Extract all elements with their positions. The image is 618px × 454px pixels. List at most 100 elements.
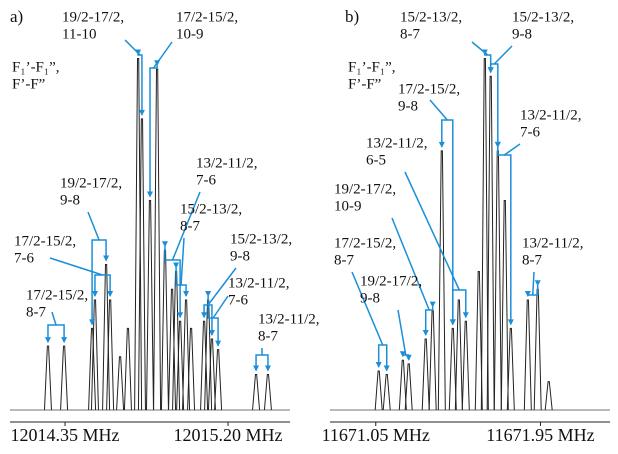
spectral-peak (123, 327, 132, 411)
pointer-line (471, 41, 489, 56)
arrowhead (438, 141, 445, 148)
assignment-bracket (94, 274, 111, 296)
spectral-peak (214, 349, 223, 411)
spectral-peak (493, 150, 502, 411)
quantum-label-key: F₁’-F₁”, (12, 60, 60, 76)
spectral-peak (448, 327, 457, 411)
spectral-peak (182, 299, 191, 411)
transition-label: 17/2-15/2, (176, 10, 238, 26)
arrowhead (487, 67, 494, 74)
quantum-label-key: F’-F” (348, 77, 381, 93)
spectral-peak (106, 299, 115, 411)
transition-label: 7-6 (196, 173, 216, 189)
spectral-peak (207, 338, 216, 411)
pointer-line (397, 309, 407, 356)
arrowhead (507, 319, 514, 326)
spectral-peak (60, 345, 69, 411)
arrowhead (383, 365, 390, 372)
spectral-peak (404, 363, 413, 411)
transition-label: 8-7 (180, 219, 200, 235)
transition-label: 10-9 (334, 199, 362, 215)
transition-label: 7-6 (520, 125, 540, 141)
assignment-bracket (47, 324, 65, 343)
transition-label: 15/2-13/2, (230, 232, 292, 248)
arrowhead (375, 361, 382, 368)
spectral-peak (252, 374, 261, 411)
arrowhead (253, 365, 260, 372)
spectral-peak (90, 299, 99, 411)
panel-title: b) (345, 7, 359, 26)
transition-label: 8-7 (26, 305, 46, 321)
arrowhead (462, 312, 469, 319)
arrowhead (147, 191, 153, 198)
spectral-peak (428, 310, 437, 411)
arrowhead (61, 337, 68, 344)
spectral-peak (43, 345, 52, 411)
transition-label: 9-8 (60, 193, 80, 209)
arrowhead (107, 290, 114, 297)
quantum-label-key: F’-F” (12, 77, 45, 93)
spectral-peak (474, 271, 483, 411)
spectral-peak (461, 320, 470, 411)
assignment-bracket (377, 344, 388, 371)
spectral-peak (454, 299, 463, 411)
spectral-peak (500, 200, 509, 411)
pointer-line (493, 45, 513, 65)
pointer-line (171, 191, 201, 261)
spectral-peak (523, 299, 532, 411)
transition-label: 17/2-15/2, (398, 82, 460, 98)
arrowhead (215, 340, 222, 347)
transition-label: 13/2-11/2, (366, 136, 428, 152)
arrowhead (44, 337, 51, 344)
transition-label: 8-7 (400, 27, 420, 43)
transition-label: 11-10 (62, 27, 96, 43)
transition-label: 15/2-13/2, (180, 202, 242, 218)
arrowhead (208, 330, 215, 336)
transition-label: 8-7 (334, 253, 354, 269)
pointer-line (152, 41, 173, 69)
spectral-peak (398, 359, 407, 411)
transition-label: 15/2-13/2, (400, 10, 462, 26)
pointer-line (51, 311, 57, 326)
spectral-peak (263, 374, 272, 411)
x-tick-label: 11671.95 MHz (486, 425, 594, 445)
arrowhead (201, 312, 208, 319)
spectral-peak (374, 370, 383, 411)
transition-label: 17/2-15/2, (26, 288, 88, 304)
spectral-peak (437, 150, 446, 411)
arrowhead (264, 365, 271, 372)
arrowhead (399, 351, 406, 358)
arrowhead (103, 255, 110, 262)
transition-label: 10-9 (176, 27, 204, 43)
arrowhead (161, 241, 168, 248)
pointer-line (351, 271, 384, 346)
spectral-peak (533, 288, 542, 411)
spectral-peak (506, 327, 515, 411)
transition-label: 13/2-11/2, (196, 156, 258, 172)
arrowhead (449, 319, 456, 326)
pointer-line (404, 171, 460, 291)
arrowhead (524, 290, 531, 297)
arrowhead (91, 290, 98, 297)
pointer-line (124, 39, 141, 56)
transition-label: 13/2-11/2, (258, 312, 320, 328)
transition-label: 7-6 (14, 251, 34, 267)
pointer-line (87, 211, 100, 241)
quantum-label-key: F₁’-F₁”, (348, 60, 396, 76)
x-tick-label: 11671.05 MHz (322, 425, 430, 445)
transition-label: 9-8 (230, 249, 250, 265)
pointer-line (391, 217, 430, 311)
transition-label: 19/2-17/2, (360, 274, 422, 290)
transition-label: 13/2-11/2, (522, 236, 584, 252)
spectral-peak (544, 381, 553, 411)
pointer-line (429, 99, 448, 121)
arrowhead (183, 290, 190, 297)
arrowhead (138, 109, 145, 116)
spectral-peak (146, 200, 154, 411)
spectral-peak (160, 249, 169, 411)
transition-label: 13/2-11/2, (228, 276, 290, 292)
transition-label: 6-5 (366, 153, 386, 169)
arrowhead (177, 312, 184, 319)
arrowhead (534, 280, 541, 287)
